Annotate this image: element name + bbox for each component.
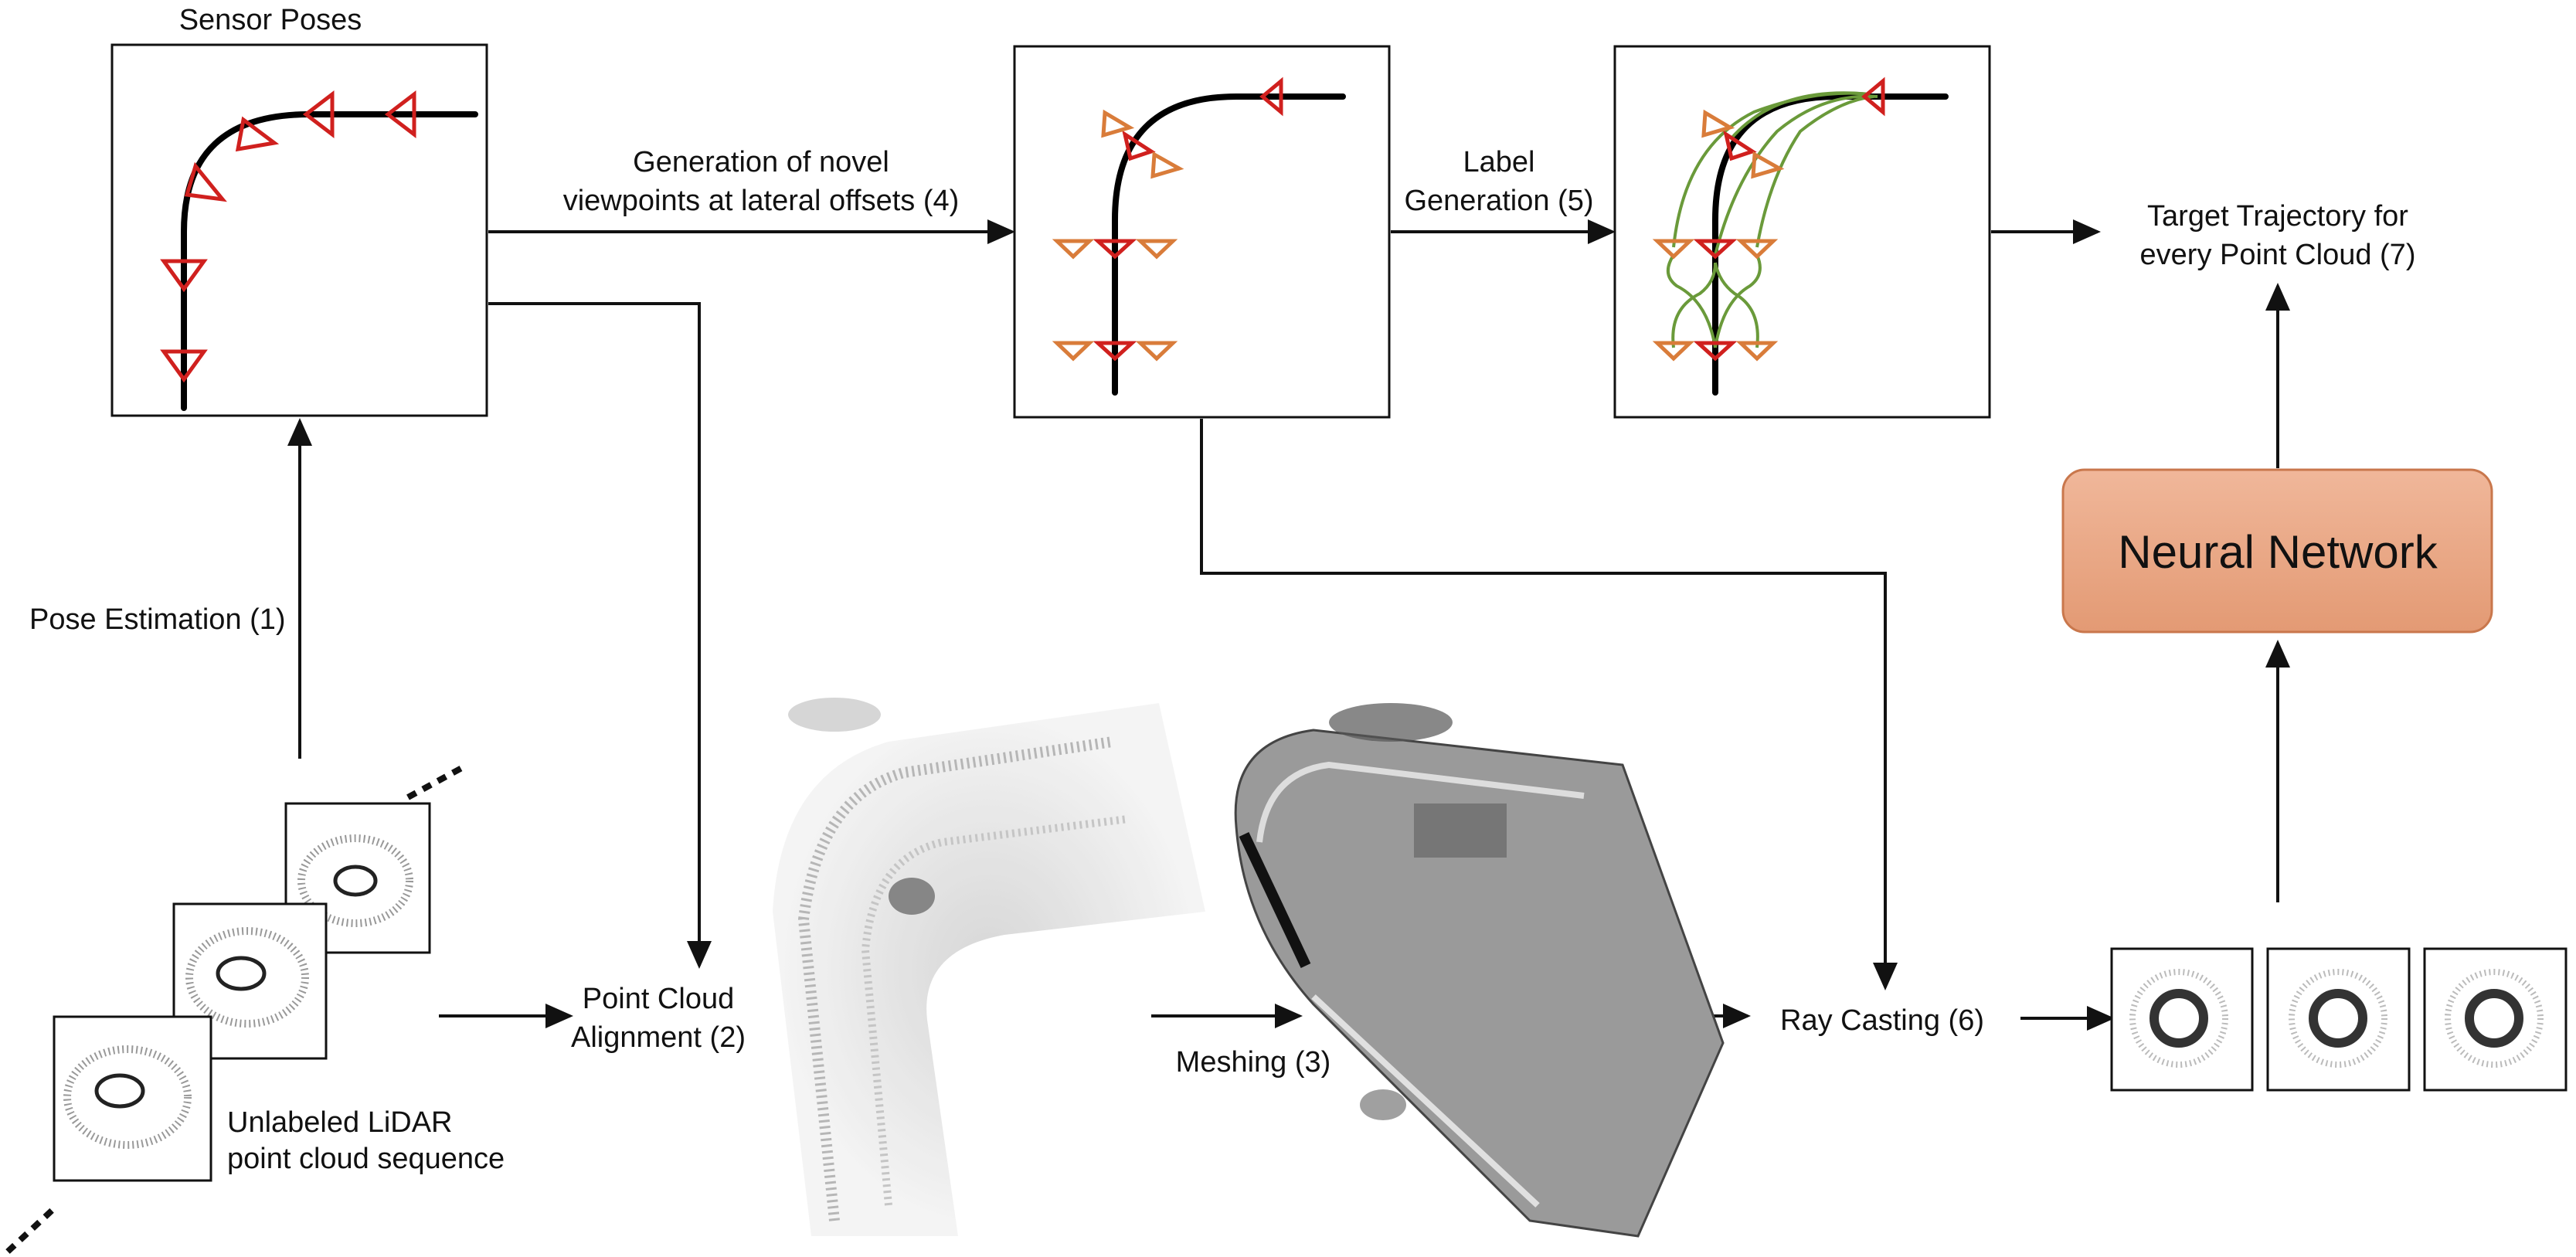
label-curve — [1671, 262, 1717, 348]
pose-marker — [1093, 239, 1137, 260]
novel-viewpoints-panel — [1013, 45, 1391, 419]
pose-marker — [184, 161, 227, 202]
label-generation-label-2: Generation (5) — [1404, 185, 1593, 217]
pose-marker — [384, 90, 416, 139]
pose-marker — [1693, 341, 1738, 362]
label-curve — [1729, 91, 1871, 141]
label-generation-panel — [1613, 45, 1991, 419]
offset-marker — [1735, 239, 1779, 260]
trajectory-line — [1712, 93, 1949, 396]
label-curve — [1667, 253, 1717, 348]
novel-viewpoints-label-1: Generation of novel — [633, 146, 889, 178]
unlabeled-label-1: Unlabeled LiDAR — [227, 1106, 453, 1139]
trajectory-line — [1112, 93, 1346, 396]
aligned-point-cloud — [773, 698, 1205, 1236]
offset-marker — [1101, 109, 1135, 138]
lidar-scan-thumb — [53, 1015, 212, 1182]
target-label-1: Target Trajectory for — [2147, 200, 2408, 233]
pose-marker — [1861, 76, 1885, 117]
arrow-to-alignment — [488, 302, 712, 969]
pose-marker — [160, 349, 208, 383]
novel-viewpoints-label-2: viewpoints at lateral offsets (4) — [563, 185, 960, 217]
target-label-2: every Point Cloud (7) — [2140, 239, 2416, 271]
offset-marker — [1751, 151, 1785, 179]
pose-marker — [302, 90, 335, 139]
sequence-continuation-dots — [406, 762, 469, 800]
sensor-poses-title: Sensor Poses — [179, 4, 362, 36]
pose-marker — [1122, 130, 1156, 161]
label-generation-label-1: Label — [1463, 146, 1535, 178]
meshing-label: Meshing (3) — [1176, 1046, 1331, 1079]
alignment-label-2: Alignment (2) — [571, 1021, 746, 1054]
rendered-scan-thumb — [2423, 947, 2568, 1092]
neural-network-label: Neural Network — [2118, 526, 2438, 578]
output-scans — [2110, 947, 2568, 1092]
offset-marker — [1735, 341, 1779, 362]
mesh-structure — [1414, 803, 1507, 858]
sequence-continuation-dots — [5, 1208, 55, 1254]
pose-estimation-label: Pose Estimation (1) — [29, 603, 286, 636]
pose-marker — [235, 116, 280, 152]
rendered-scan-thumb — [2266, 947, 2411, 1092]
neural-network-box: Neural Network — [2061, 468, 2493, 634]
label-curve — [1714, 262, 1759, 348]
pose-marker — [160, 259, 208, 293]
pose-marker — [1723, 130, 1757, 161]
pose-marker — [1693, 239, 1738, 260]
rendered-scan-thumb — [2110, 947, 2254, 1092]
label-curve — [1714, 94, 1878, 256]
lidar-sequence — [5, 762, 469, 1254]
label-curve — [1714, 254, 1762, 348]
offset-marker — [1052, 239, 1095, 260]
unlabeled-label-2: point cloud sequence — [227, 1143, 505, 1175]
offset-marker — [1135, 341, 1178, 362]
mesh-surface — [1234, 703, 1725, 1238]
alignment-label-1: Point Cloud — [583, 983, 734, 1015]
ray-casting-label: Ray Casting (6) — [1780, 1004, 1984, 1037]
offset-marker — [1150, 151, 1184, 179]
offset-marker — [1652, 341, 1695, 362]
label-curve — [1755, 95, 1874, 248]
trajectory-line — [181, 111, 478, 411]
offset-marker — [1052, 341, 1095, 362]
sensor-poses-panel — [110, 43, 488, 417]
pose-marker — [1093, 341, 1137, 362]
arrow-to-ray-casting — [1200, 419, 1898, 990]
pose-marker — [1259, 76, 1283, 117]
offset-marker — [1135, 239, 1178, 260]
offset-marker — [1652, 239, 1695, 260]
offset-marker — [1701, 109, 1735, 138]
